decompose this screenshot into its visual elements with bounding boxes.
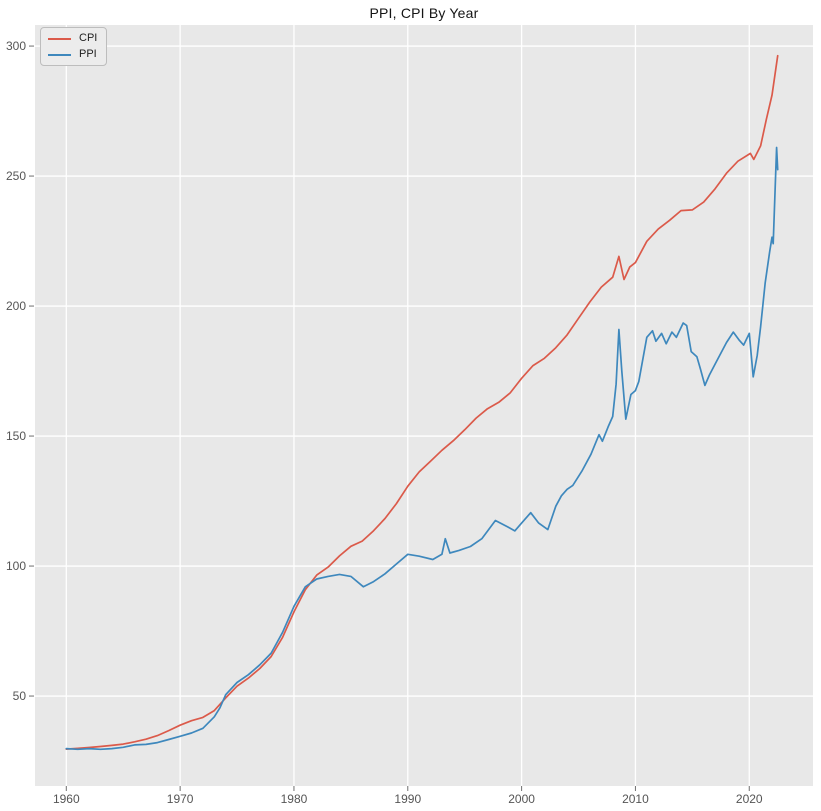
chart-title: PPI, CPI By Year <box>369 5 479 21</box>
legend-label-ppi: PPI <box>79 48 97 60</box>
gridlines <box>35 25 813 786</box>
y-tick-label: 200 <box>6 299 26 313</box>
legend: CPI PPI <box>40 27 108 66</box>
x-tick-label: 2020 <box>736 792 763 806</box>
x-tick-label: 2000 <box>508 792 535 806</box>
tick-labels: 1960 1970 1980 1990 2000 2010 2020 50 100 150 200 2… <box>6 39 763 806</box>
ppi-line <box>65 146 779 751</box>
y-tick-label: 250 <box>6 169 26 183</box>
x-tick-label: 1970 <box>167 792 194 806</box>
legend-label-cpi: CPI <box>79 32 98 44</box>
ppi-line-swatch <box>48 53 71 56</box>
x-tick-label: 1980 <box>281 792 308 806</box>
cpi-line <box>65 54 779 750</box>
x-tick-label: 1960 <box>53 792 80 806</box>
cpi-line-swatch <box>48 37 71 40</box>
plot-area <box>35 25 813 786</box>
x-tick-label: 1990 <box>394 792 421 806</box>
tick-marks <box>29 45 750 791</box>
x-tick-label: 2010 <box>622 792 649 806</box>
legend-item-cpi: CPI <box>48 33 97 44</box>
legend-item-ppi: PPI <box>48 49 97 60</box>
y-tick-label: 50 <box>13 689 27 703</box>
y-tick-label: 300 <box>6 39 26 53</box>
y-tick-label: 150 <box>6 429 26 443</box>
y-tick-label: 100 <box>6 559 26 573</box>
